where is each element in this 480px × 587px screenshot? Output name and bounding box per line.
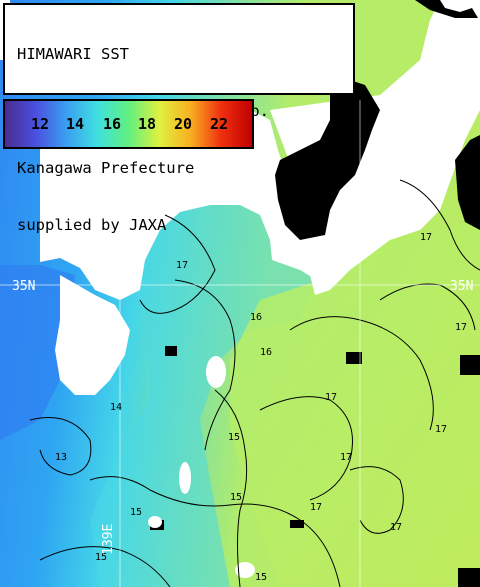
lat-label-left: 35N: [12, 279, 35, 294]
sea-zone-west-blue: [0, 265, 75, 440]
colorbar-tick: 16: [103, 115, 122, 133]
contour-label: 16: [260, 347, 272, 358]
contour-label: 15: [228, 432, 240, 443]
colorbar-tick: 18: [138, 115, 157, 133]
contour-label: 17: [435, 424, 447, 435]
contour-label: 15: [95, 552, 107, 563]
lon-label: 139E: [101, 524, 116, 555]
contour-label: 17: [420, 232, 432, 243]
lat-label-right: 35N: [450, 279, 473, 294]
contour-label: 15: [255, 572, 267, 583]
contour-label: 16: [250, 312, 262, 323]
nodata-patch-3: [165, 346, 177, 356]
land-north: [270, 0, 480, 295]
nodata-patch-1: [346, 352, 362, 364]
sea-zone-cyan: [90, 195, 320, 587]
island-enoshima: [206, 356, 226, 388]
nodata-patch-2: [460, 355, 480, 375]
contour-label: 17: [390, 522, 402, 533]
contour-label: 13: [55, 452, 67, 463]
contour-label: 15: [230, 492, 242, 503]
nodata-cloud-2: [455, 135, 480, 230]
sea-zone-east: [230, 220, 480, 587]
nodata-cloud-1: [275, 80, 380, 240]
header-source: supplied by JAXA: [17, 216, 167, 234]
color-bar-gradient: [5, 101, 252, 147]
header-box: HIMAWARI SST 2026/01/19 03(UTC) 3H Comp.…: [3, 3, 355, 234]
contour-label: 17: [325, 392, 337, 403]
contour-label: 14: [110, 402, 122, 413]
contour-lines: [29, 179, 480, 587]
contour-label: 17: [455, 322, 467, 333]
contour-label: 15: [130, 507, 142, 518]
contour-label: 17: [176, 260, 188, 271]
nodata-cloud-3: [415, 0, 478, 18]
island-oshima: [179, 462, 191, 494]
graticule: [0, 100, 480, 587]
header-region: Kanagawa Prefecture: [17, 159, 195, 177]
nodata-patch-6: [458, 568, 480, 587]
nodata-patch-5: [290, 520, 304, 528]
color-bar: 12 14 16 18 20 22: [3, 99, 254, 149]
colorbar-tick: 20: [174, 115, 193, 133]
contour-label: 17: [310, 502, 322, 513]
colorbar-tick: 14: [66, 115, 85, 133]
contour-label: 17: [340, 452, 352, 463]
header-title: HIMAWARI SST: [17, 45, 129, 63]
island-small-2: [235, 562, 255, 578]
colorbar-tick: 12: [31, 115, 50, 133]
land-izu: [0, 0, 335, 300]
colorbar-tick: 22: [210, 115, 229, 133]
contour-labels: 17 17 16 17 17 15 15 15 15 17 15 13 17 1…: [55, 232, 467, 583]
island-small-1: [148, 516, 162, 528]
land-izu-peninsula: [55, 275, 130, 395]
